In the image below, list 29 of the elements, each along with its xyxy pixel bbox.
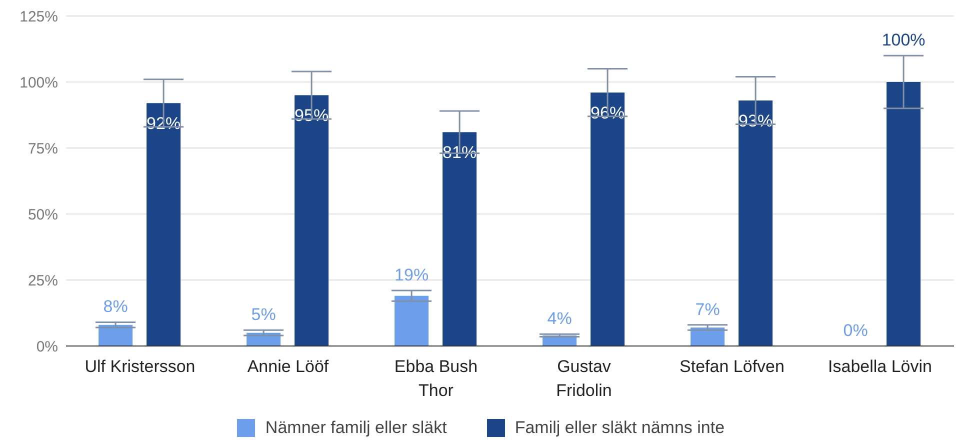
- bar: [590, 92, 625, 346]
- text: 100%: [882, 30, 926, 50]
- bar: [294, 95, 329, 346]
- bar: [394, 296, 429, 346]
- x-tick-label: Ulf Kristersson: [84, 357, 196, 376]
- y-tick-label: 25%: [28, 272, 58, 290]
- bar: [886, 82, 921, 346]
- text: 0%: [843, 321, 868, 340]
- text: 4%: [547, 309, 572, 328]
- x-tick-label: Ebba Bush Thor: [394, 357, 478, 400]
- x-tick-label: Isabella Lövin: [828, 357, 932, 376]
- bar: [442, 132, 477, 346]
- legend-label: Nämner familj eller släkt: [264, 418, 447, 438]
- legend-label: Familj eller släkt nämns inte: [514, 418, 725, 438]
- x-tick-label: Annie Lööf: [247, 357, 329, 376]
- y-tick-label: 50%: [28, 206, 58, 224]
- text: 7%: [695, 300, 720, 319]
- y-tick-label: 75%: [28, 140, 58, 158]
- text: 8%: [103, 297, 128, 316]
- bar: [738, 100, 773, 346]
- y-tick-label: 125%: [20, 8, 58, 26]
- text: 19%: [394, 266, 429, 285]
- x-tick-label: Stefan Löfven: [680, 357, 784, 376]
- bar: [146, 103, 181, 346]
- text: 5%: [251, 305, 276, 324]
- y-tick-label: 0%: [36, 338, 58, 356]
- y-tick-label: 100%: [20, 74, 58, 92]
- x-tick-label: Gustav Fridolin: [556, 357, 612, 400]
- bar: [98, 324, 133, 346]
